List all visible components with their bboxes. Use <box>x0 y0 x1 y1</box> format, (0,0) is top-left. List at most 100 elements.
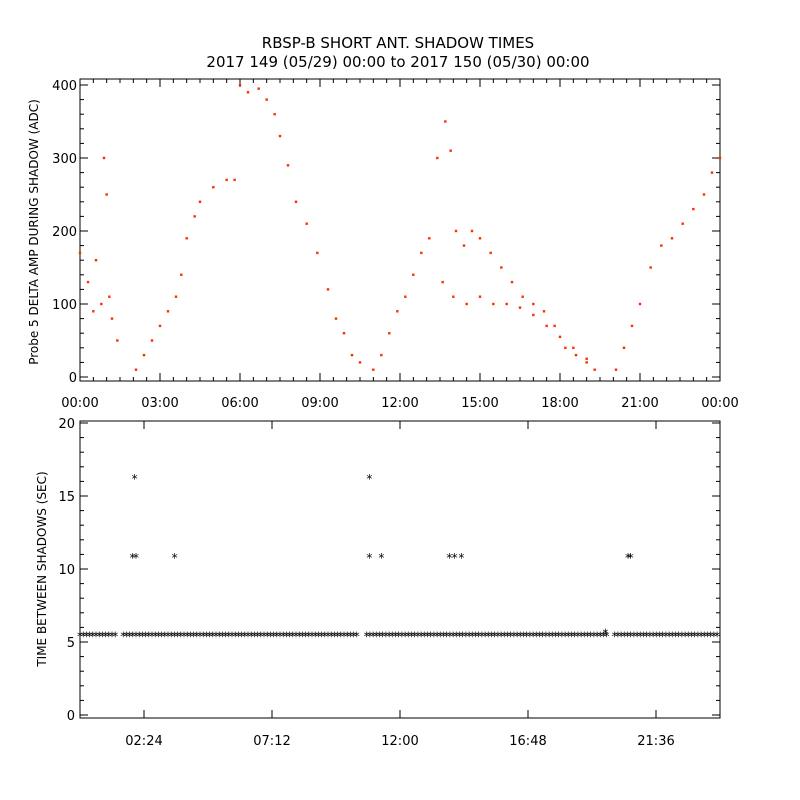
baseline-marker: * <box>203 630 209 644</box>
top-data-point <box>273 113 276 116</box>
baseline-marker: * <box>666 630 672 644</box>
baseline-marker: * <box>408 630 414 644</box>
bottom-y-tick-label: 15 <box>58 490 75 505</box>
baseline-marker: * <box>207 630 213 644</box>
baseline-marker: * <box>572 630 578 644</box>
top-x-tick-label: 00:00 <box>61 396 98 411</box>
bottom-x-tick-label: 02:24 <box>125 734 162 749</box>
baseline-marker: * <box>453 630 459 644</box>
top-data-point <box>100 302 103 306</box>
baseline-marker: * <box>351 630 357 644</box>
top-data-point <box>449 149 452 152</box>
top-data-point <box>286 164 290 167</box>
baseline-marker: * <box>93 630 99 644</box>
baseline-marker: * <box>112 630 118 644</box>
baseline-marker: * <box>103 630 109 644</box>
baseline-marker: * <box>123 630 129 644</box>
bottom-x-ticks: 02:24 07:12 12:00 16:48 21:36 <box>125 421 675 749</box>
top-data-point <box>454 229 458 233</box>
top-data-point <box>702 193 706 196</box>
top-data-point <box>166 310 170 313</box>
baseline-marker: * <box>631 630 637 644</box>
baseline-marker: * <box>568 630 574 644</box>
top-y-tick-label: 0 <box>69 371 77 386</box>
baseline-marker: * <box>264 630 270 644</box>
baseline-marker: * <box>469 630 475 644</box>
baseline-marker: * <box>711 630 717 644</box>
baseline-marker: * <box>660 630 666 644</box>
top-data-point <box>316 251 319 255</box>
top-data-point <box>150 339 154 342</box>
top-data-point <box>428 237 431 240</box>
baseline-marker: * <box>347 630 353 644</box>
top-y-tick-label: 400 <box>52 79 77 94</box>
baseline-marker: * <box>618 630 624 644</box>
baseline-marker: * <box>306 630 312 644</box>
baseline-marker: * <box>258 630 264 644</box>
baseline-marker: * <box>303 630 309 644</box>
baseline-marker: * <box>290 630 296 644</box>
baseline-marker: * <box>565 630 571 644</box>
baseline-marker: * <box>578 630 584 644</box>
top-y-ticks: 0 100 200 300 400 <box>52 79 720 386</box>
top-data-point <box>238 83 242 87</box>
baseline-marker: * <box>447 630 453 644</box>
bottom-y-tick-label: 5 <box>67 636 75 651</box>
top-data-point <box>86 280 90 284</box>
baseline-marker: * <box>287 630 293 644</box>
top-x-tick-label: 12:00 <box>381 396 418 411</box>
top-data-point <box>692 207 695 211</box>
top-data-point <box>553 324 556 328</box>
top-data-point <box>326 288 330 291</box>
top-data-point <box>225 178 228 182</box>
top-data-point <box>110 317 114 320</box>
baseline-marker: * <box>431 630 437 644</box>
top-data-point <box>441 280 444 284</box>
baseline-marker: * <box>466 630 472 644</box>
baseline-marker: * <box>271 630 277 644</box>
top-data-point <box>558 335 562 339</box>
bottom-data-points: *** *** * * * **** <box>130 472 634 641</box>
top-data-point <box>585 357 588 360</box>
baseline-marker: * <box>536 630 542 644</box>
top-data-point <box>436 156 439 160</box>
baseline-marker: * <box>501 630 507 644</box>
baseline-marker: * <box>386 630 392 644</box>
top-data-point <box>489 251 492 255</box>
top-data-point <box>681 222 684 225</box>
baseline-marker: * <box>354 630 360 644</box>
baseline-marker: * <box>559 630 565 644</box>
bottom-y-ticks: 0 5 10 15 20 <box>58 417 720 724</box>
baseline-marker: * <box>540 630 546 644</box>
top-data-point <box>462 244 466 247</box>
baseline-marker: * <box>594 630 600 644</box>
top-x-tick-label: 03:00 <box>141 396 178 411</box>
baseline-marker: * <box>656 630 662 644</box>
bottom-data-point: * <box>133 551 139 565</box>
baseline-marker: * <box>200 630 206 644</box>
baseline-marker: * <box>527 630 533 644</box>
top-x-tick-label: 15:00 <box>461 396 498 411</box>
baseline-marker: * <box>685 630 691 644</box>
top-data-point <box>233 178 236 182</box>
baseline-marker: * <box>245 630 251 644</box>
top-data-point <box>246 91 250 94</box>
top-data-point <box>174 295 178 298</box>
baseline-marker: * <box>223 630 229 644</box>
top-data-point <box>465 302 468 306</box>
baseline-marker: * <box>511 630 517 644</box>
baseline-marker: * <box>312 630 318 644</box>
bottom-y-axis-label: TIME BETWEEN SHADOWS (SEC) <box>35 471 49 667</box>
baseline-marker: * <box>106 630 112 644</box>
baseline-marker: * <box>219 630 225 644</box>
baseline-marker: * <box>328 630 334 644</box>
top-data-point <box>342 332 346 335</box>
baseline-marker: * <box>248 630 254 644</box>
baseline-marker: * <box>402 630 408 644</box>
baseline-marker: * <box>120 630 126 644</box>
baseline-marker: * <box>296 630 302 644</box>
baseline-marker: * <box>621 630 627 644</box>
baseline-marker: * <box>149 630 155 644</box>
baseline-marker: * <box>396 630 402 644</box>
baseline-marker: * <box>389 630 395 644</box>
